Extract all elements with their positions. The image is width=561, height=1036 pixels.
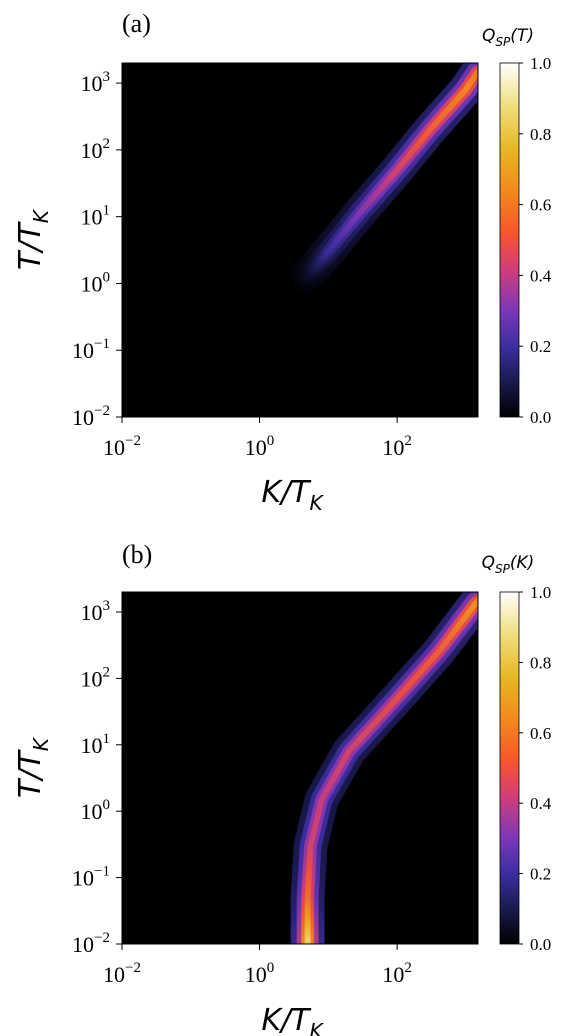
y-tick-label: 101	[81, 203, 111, 230]
colorbar-tick-label: 0.4	[530, 794, 552, 813]
panel-b-y-ticks: 10−2 10−1 100 101 102 103	[72, 598, 122, 957]
panel-b-x-ticks: 10−2 100 102	[103, 944, 412, 987]
colorbar-tick-label: 0.4	[530, 266, 552, 285]
panel-b-y-axis-label: T/TK	[13, 736, 53, 798]
colorbar-tick-label: 0.0	[530, 935, 551, 954]
colorbar-tick-label: 0.8	[530, 125, 551, 144]
panel-a-plot-frame	[121, 62, 479, 418]
colorbar-tick-label: 0.0	[530, 408, 551, 427]
x-tick-label: 100	[245, 433, 275, 460]
y-tick-label: 10−2	[72, 403, 110, 430]
y-tick-label: 103	[81, 598, 111, 625]
y-tick-label: 100	[81, 269, 111, 296]
colorbar-tick-label: 1.0	[530, 54, 551, 73]
y-tick-label: 102	[81, 664, 111, 691]
panel-b-heatmap	[122, 592, 478, 944]
colorbar-tick-label: 1.0	[530, 583, 551, 602]
panel-a-heatmap	[122, 63, 478, 417]
panel-a-x-ticks: 10−2 100 102	[103, 417, 412, 460]
panel-a-y-ticks: 10−2 10−1 100 101 102 103	[72, 69, 122, 430]
y-tick-label: 103	[81, 69, 111, 96]
panel-a-colorbar	[499, 62, 520, 418]
panel-a-label: (a)	[122, 9, 151, 38]
panel-b-plot-frame	[121, 591, 479, 945]
panel-b: (b) 10−2 100 102 10−2 10−1 100 101 102 103 T/TK…	[13, 540, 552, 1036]
panel-b-label: (b)	[122, 540, 152, 569]
colorbar-tick-label: 0.2	[530, 337, 551, 356]
panel-a-colorbar-label: QSP(T)	[482, 26, 534, 49]
y-tick-label: 100	[81, 797, 111, 824]
panel-b-colorbar	[499, 591, 520, 945]
x-tick-label: 10−2	[103, 433, 141, 460]
x-tick-label: 102	[382, 960, 412, 987]
colorbar-tick-label: 0.6	[530, 196, 551, 215]
y-tick-label: 101	[81, 731, 111, 758]
colorbar-tick-label: 0.2	[530, 865, 551, 884]
panel-a: (a) 10−2 100 102 10−2 10−1 100 101 102 103 T/TK…	[13, 9, 552, 515]
x-tick-label: 10−2	[103, 960, 141, 987]
y-tick-label: 102	[81, 136, 111, 163]
x-tick-label: 100	[245, 960, 275, 987]
panel-b-colorbar-label: QSP(K)	[482, 553, 535, 576]
colorbar-tick-label: 0.8	[530, 653, 551, 672]
panel-a-y-axis-label: T/TK	[13, 208, 53, 270]
panel-b-colorbar-ticks: 0.0 0.2 0.4 0.6 0.8 1.0	[519, 583, 552, 954]
x-tick-label: 102	[382, 433, 412, 460]
panel-a-colorbar-ticks: 0.0 0.2 0.4 0.6 0.8 1.0	[519, 54, 552, 427]
colorbar-tick-label: 0.6	[530, 724, 551, 743]
panel-b-x-axis-label: K/TK	[261, 1003, 324, 1036]
panel-a-x-axis-label: K/TK	[261, 475, 324, 515]
y-tick-label: 10−1	[72, 336, 110, 363]
y-tick-label: 10−1	[72, 864, 110, 891]
y-tick-label: 10−2	[72, 930, 110, 957]
